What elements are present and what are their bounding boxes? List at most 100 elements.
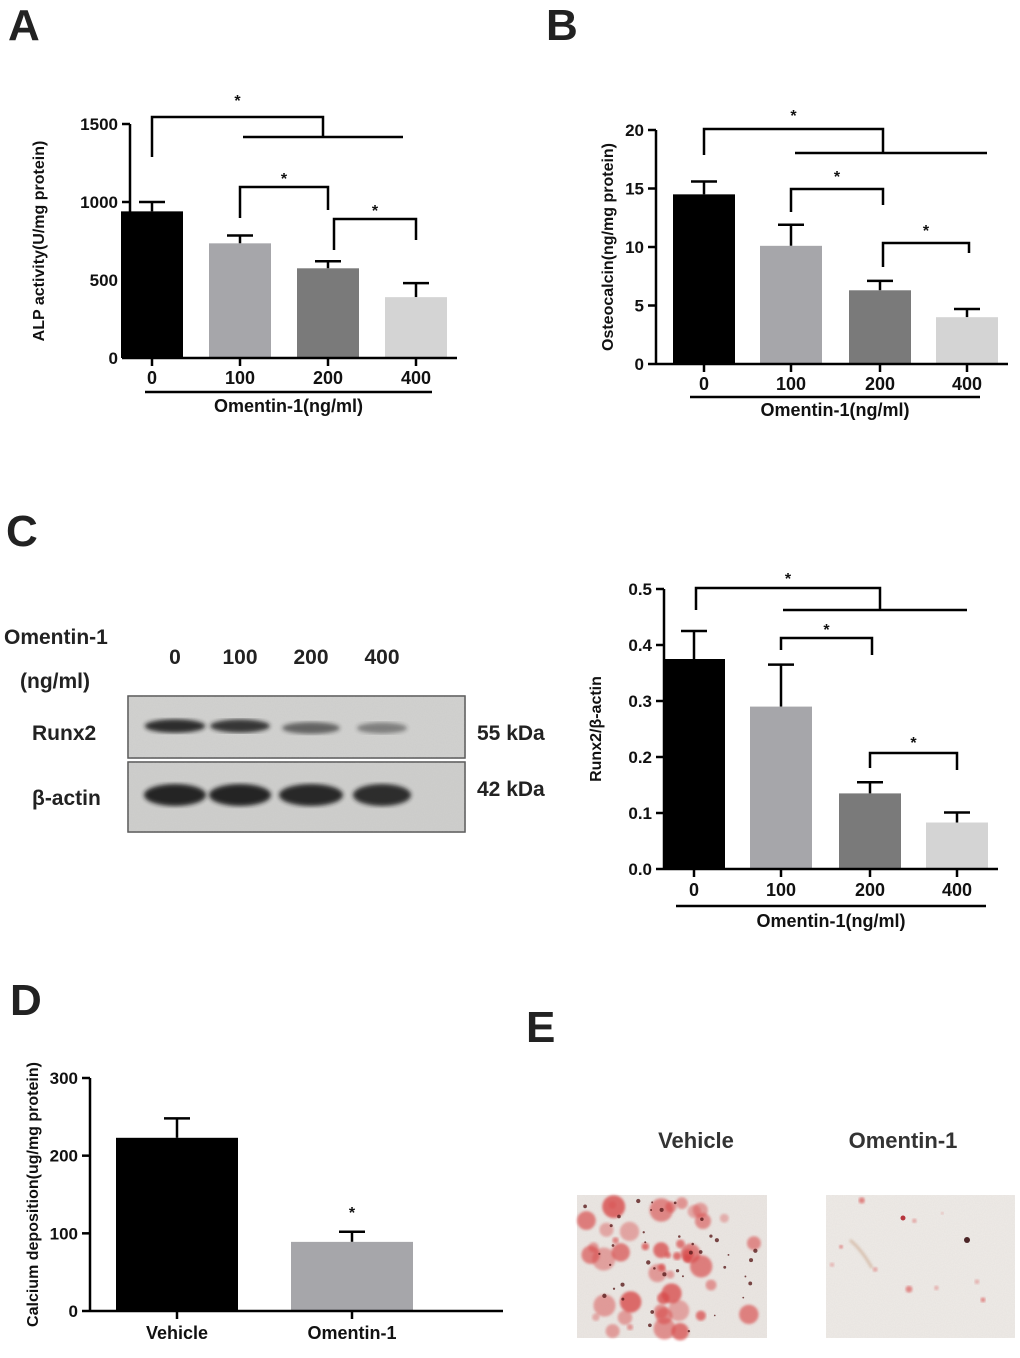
x-tick-label: 200: [865, 374, 895, 394]
blot-dose-400: 400: [364, 646, 399, 669]
stain-dot: [673, 1201, 677, 1205]
stain-spots-omentin: [829, 1197, 986, 1303]
stain-spot: [912, 1218, 917, 1224]
stain-spot: [653, 1242, 669, 1259]
stain-spot: [739, 1304, 759, 1325]
blot-size-runx2: 55 kDa: [477, 722, 545, 745]
stain-dot: [617, 1214, 621, 1219]
stain-dot: [644, 1241, 647, 1244]
y-tick-label: 0: [109, 349, 118, 368]
stain-spot: [617, 1310, 633, 1325]
stain-spot: [687, 1204, 701, 1219]
blot-band-actin: [209, 784, 271, 806]
stain-dot: [621, 1297, 625, 1301]
y-tick-label: 10: [625, 238, 644, 257]
x-tick-label: 400: [942, 880, 972, 900]
significance-bracket: [702, 127, 885, 155]
stain-spot: [675, 1197, 688, 1210]
y-tick-label: 1000: [80, 193, 118, 212]
stain-spot: [872, 1266, 878, 1272]
stain-spot: [676, 1239, 685, 1249]
stain-spot: [648, 1264, 667, 1283]
panel-letter-d: D: [10, 976, 42, 1025]
stain-spot: [672, 1251, 682, 1261]
stain-dot: [642, 1231, 645, 1234]
bar-200: [297, 268, 359, 358]
panel-letter-c: C: [6, 507, 38, 556]
panel-letter-b: B: [546, 1, 578, 50]
stain-spot: [690, 1255, 713, 1278]
bar-400: [936, 317, 998, 364]
stain-spot: [619, 1291, 642, 1313]
bar-0: [673, 194, 735, 364]
significance-bracket: [779, 636, 874, 655]
stain-spot: [905, 1285, 913, 1293]
stain-spot: [653, 1317, 676, 1340]
stain-dot: [636, 1198, 641, 1204]
blot-band-runx2: [210, 719, 270, 733]
stain-spot: [746, 1236, 761, 1251]
blot-band-runx2: [144, 719, 206, 733]
stain-spots-vehicle: [577, 1195, 761, 1341]
stain-spot: [608, 1201, 617, 1209]
stain-dot: [742, 1296, 745, 1299]
stain-spot: [641, 1242, 650, 1251]
staining-panel: Vehicle Omentin-1: [577, 1128, 1015, 1341]
y-tick-label: 0.4: [628, 636, 652, 655]
stain-spot: [626, 1324, 634, 1331]
stain-dot: [748, 1281, 753, 1286]
stain-dot: [744, 1275, 747, 1278]
blot-row-label-runx2: Runx2: [32, 722, 96, 745]
stain-streak: [849, 1238, 874, 1269]
significance-star: *: [790, 108, 797, 125]
stain-spot: [668, 1299, 690, 1322]
significance-star: *: [823, 622, 830, 639]
x-tick-label: 0: [699, 374, 709, 394]
stain-dot: [648, 1323, 652, 1328]
stain-dot: [583, 1204, 587, 1209]
blot-dose-0: 0: [169, 646, 181, 669]
bar-400: [926, 822, 988, 869]
stain-spot: [683, 1254, 692, 1263]
staining-label-omentin: Omentin-1: [849, 1128, 958, 1153]
y-axis-label: ALP activity(U/mg protein): [31, 141, 48, 342]
y-axis-label: Calcium deposition(ug/mg protein): [25, 1062, 42, 1327]
stain-dot: [964, 1237, 970, 1243]
y-tick-label: 15: [625, 180, 644, 199]
stain-dot: [602, 1293, 607, 1298]
stain-dot: [687, 1329, 691, 1333]
stain-dot: [650, 1310, 655, 1314]
significance-star: *: [281, 171, 288, 188]
x-axis-label: Omentin-1(ng/ml): [214, 396, 363, 416]
stain-spot: [611, 1243, 630, 1262]
blot-header-unit: (ng/ml): [20, 670, 90, 693]
stain-dot: [698, 1250, 703, 1254]
bar-200: [839, 793, 901, 869]
significance-star: *: [834, 169, 841, 186]
x-tick-label: 100: [766, 880, 796, 900]
significance-star: *: [910, 735, 917, 752]
y-axis-label: Runx2/β-actin: [588, 676, 605, 782]
bar-0: [663, 659, 725, 869]
stain-dot: [659, 1207, 664, 1212]
stain-spot: [671, 1322, 689, 1341]
x-axis-label: Omentin-1(ng/ml): [757, 911, 906, 931]
stain-dot: [653, 1267, 656, 1270]
y-tick-label: 0: [69, 1302, 78, 1321]
x-tick-label: 100: [776, 374, 806, 394]
stain-spot: [666, 1270, 675, 1279]
staining-photo-omentin: [826, 1195, 1015, 1338]
x-tick-label: 200: [313, 368, 343, 388]
stain-dot: [609, 1224, 613, 1228]
stain-spot: [980, 1297, 986, 1303]
y-tick-label: 0.1: [628, 804, 652, 823]
staining-photo-vehicle: [577, 1195, 767, 1341]
stain-spot: [605, 1324, 620, 1339]
stain-dot: [662, 1272, 667, 1277]
stain-dot: [620, 1282, 625, 1287]
significance-bracket: [238, 185, 330, 218]
stain-dot: [749, 1258, 754, 1263]
bar-200: [849, 290, 911, 364]
significance-bracket: [150, 115, 325, 157]
stain-dot: [611, 1244, 615, 1247]
